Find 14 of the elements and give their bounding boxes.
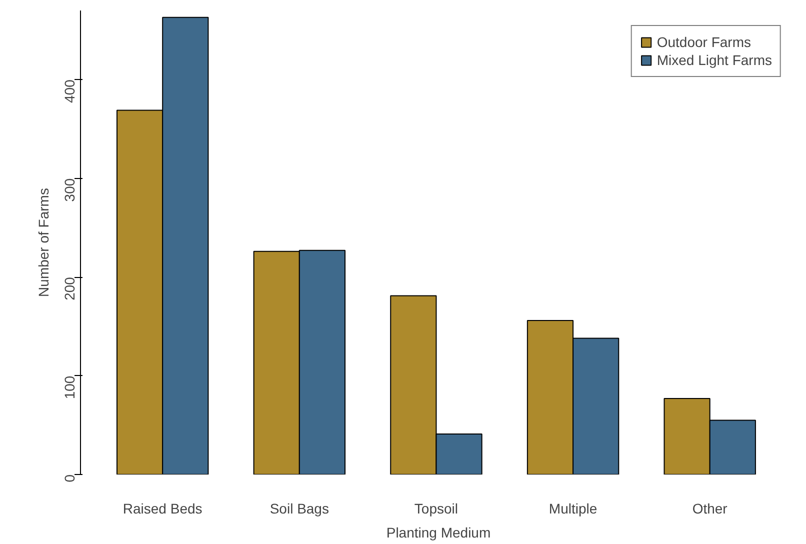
y-tick-label: 400 xyxy=(62,79,78,103)
y-tick-label: 200 xyxy=(62,276,78,300)
x-tick-label: Multiple xyxy=(548,500,598,516)
x-tick-label: Topsoil xyxy=(414,500,458,516)
x-tick-label: Raised Beds xyxy=(122,500,202,516)
legend-label: Outdoor Farms xyxy=(656,34,751,50)
y-tick-label: 0 xyxy=(62,474,78,482)
y-axis-title: Number of Farms xyxy=(36,188,52,297)
legend-label: Mixed Light Farms xyxy=(656,52,772,68)
y-tick-label: 300 xyxy=(62,178,78,202)
x-tick-label: Soil Bags xyxy=(270,500,329,516)
x-axis-title: Planting Medium xyxy=(386,524,491,540)
x-tick-label: Other xyxy=(692,500,728,516)
y-tick-label: 100 xyxy=(62,376,78,400)
